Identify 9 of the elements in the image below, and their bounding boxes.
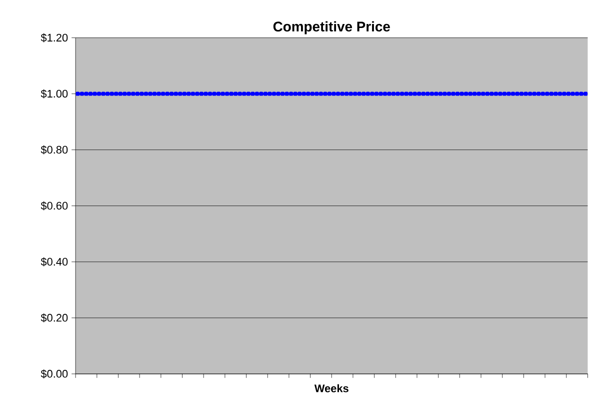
y-tick-label: $1.00 — [40, 90, 68, 98]
y-tick-label: $0.20 — [40, 314, 68, 322]
y-tick-label: $0.60 — [40, 202, 68, 210]
y-tick-label: $0.40 — [40, 258, 68, 266]
chart-title: Competitive Price — [273, 21, 390, 34]
y-tick-label: $0.00 — [40, 370, 68, 378]
y-tick-label: $1.20 — [40, 33, 68, 42]
x-axis-title: Weeks — [314, 384, 348, 392]
y-tick-label: $0.80 — [40, 146, 68, 154]
